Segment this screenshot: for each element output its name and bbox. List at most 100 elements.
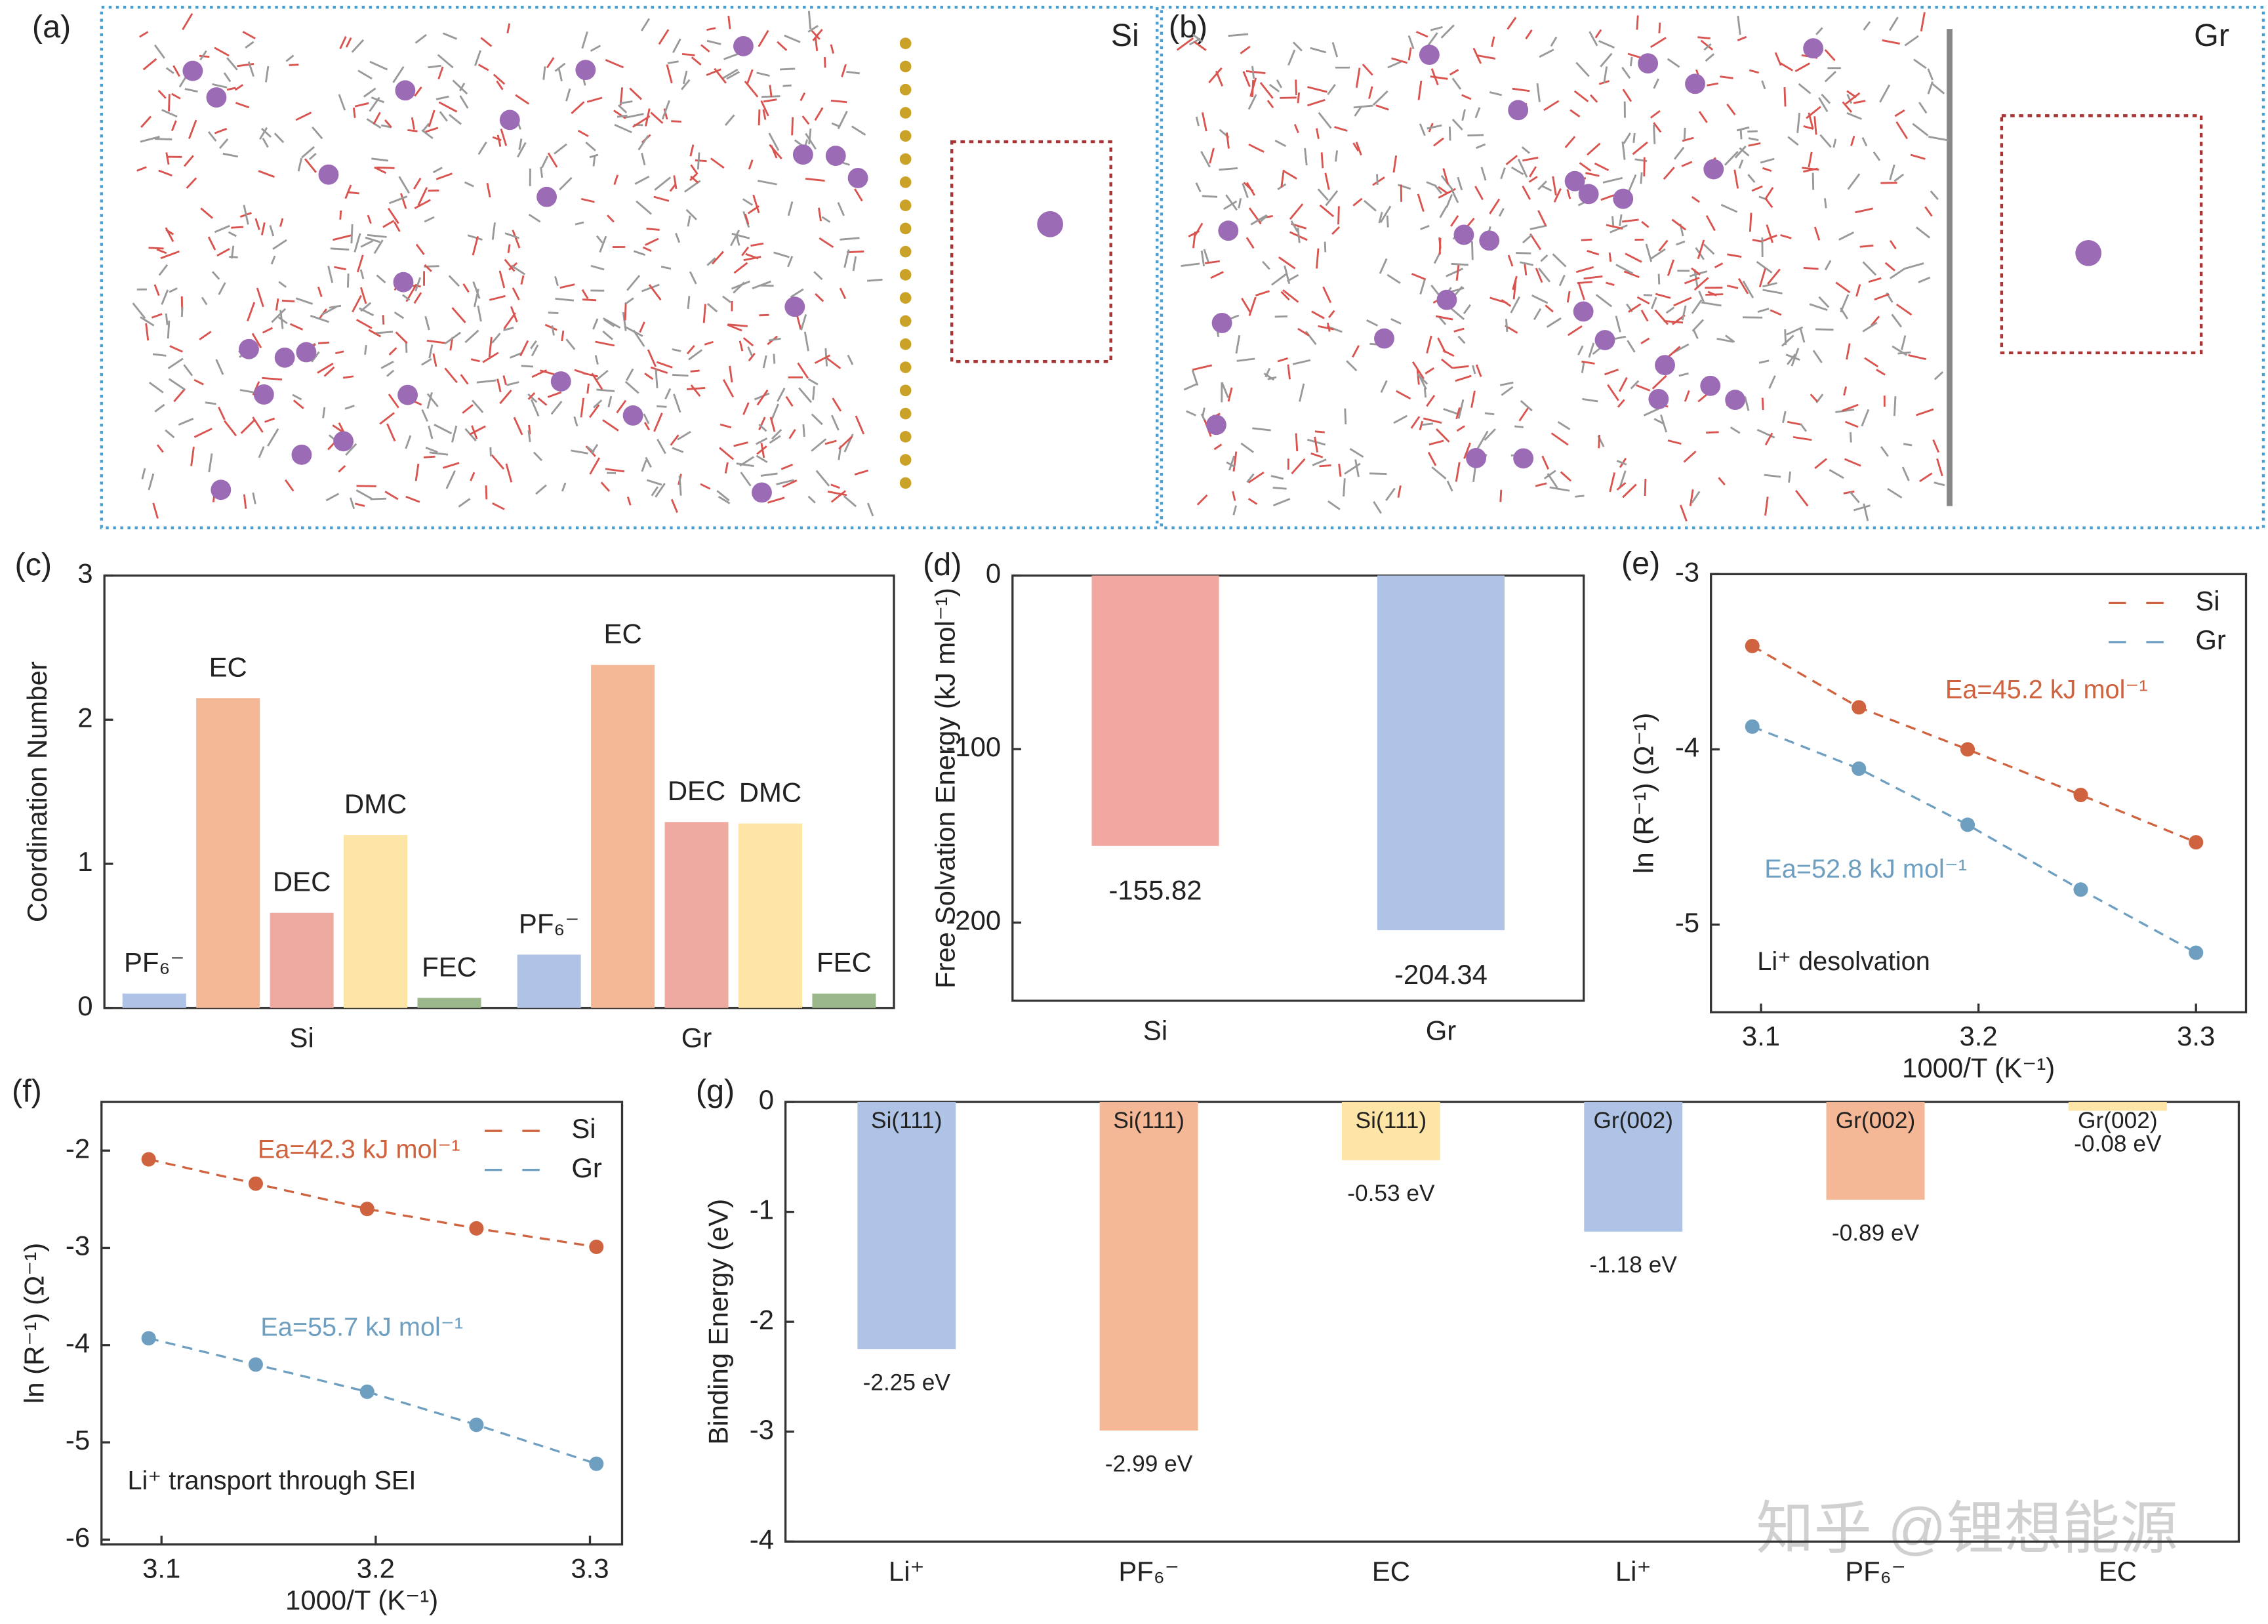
molecule-bond xyxy=(1451,77,1462,90)
molecule-bond xyxy=(596,388,615,392)
molecule-bond xyxy=(721,68,739,80)
molecule-bond xyxy=(1787,136,1799,146)
molecule-bond xyxy=(285,479,294,492)
molecule-bond xyxy=(1607,384,1619,401)
molecule-bond xyxy=(1780,234,1792,239)
molecule-bond xyxy=(411,117,416,130)
molecule-bond xyxy=(141,468,146,479)
li-ion xyxy=(1466,447,1486,468)
molecule-bond xyxy=(207,131,217,142)
si-atom xyxy=(899,245,912,258)
molecule-bond xyxy=(1682,136,1694,142)
molecule-bond xyxy=(541,155,549,169)
molecule-bond xyxy=(746,69,754,85)
molecule-bond xyxy=(1435,315,1453,321)
bar-label: DEC xyxy=(273,866,331,897)
molecule-bond xyxy=(527,392,536,400)
molecule-bond xyxy=(148,247,164,250)
molecule-bond xyxy=(278,281,287,288)
molecule-bond xyxy=(1242,183,1249,198)
molecule-bond xyxy=(727,15,731,30)
molecule-bond xyxy=(190,447,195,466)
molecule-bond xyxy=(1608,252,1612,262)
molecule-bond xyxy=(1476,54,1496,60)
data-point xyxy=(359,1202,375,1217)
molecule-bond xyxy=(281,299,295,302)
molecule-bond xyxy=(1419,123,1426,136)
molecule-bond xyxy=(472,281,481,299)
molecule-bond xyxy=(1546,317,1562,328)
molecule-bond xyxy=(1720,75,1733,79)
molecule-bond xyxy=(752,194,760,214)
li-ion xyxy=(792,144,813,165)
molecule-bond xyxy=(1749,69,1760,74)
molecule-bond xyxy=(1327,500,1341,510)
molecule-bond xyxy=(327,266,334,283)
molecule-bond xyxy=(678,476,682,496)
molecule-bond xyxy=(1616,460,1627,466)
molecule-bond xyxy=(521,365,534,368)
molecule-bond xyxy=(237,63,254,68)
molecule-bond xyxy=(1435,428,1450,443)
molecule-bond xyxy=(1208,67,1223,83)
molecule-bond xyxy=(756,455,768,463)
molecule-bond xyxy=(235,102,250,109)
molecule-bond xyxy=(769,416,776,432)
molecule-bond xyxy=(363,87,376,98)
molecule-bond xyxy=(585,141,596,152)
molecule-bond xyxy=(580,197,595,203)
molecule-bond xyxy=(1813,116,1817,135)
li-ion xyxy=(1655,355,1675,376)
panel-title: Gr xyxy=(2194,18,2229,53)
molecule-bond xyxy=(1200,251,1205,267)
molecule-bond xyxy=(1737,277,1749,294)
molecule-bond xyxy=(1651,375,1667,390)
x-axis-label: 1000/T (K⁻¹) xyxy=(285,1585,438,1615)
molecule-bond xyxy=(421,358,432,366)
molecule-bond xyxy=(388,394,399,409)
molecule-bond xyxy=(1758,359,1770,364)
molecule-bond xyxy=(384,491,399,500)
molecule-bond xyxy=(530,399,540,416)
molecule-bond xyxy=(535,484,547,495)
molecule-bond xyxy=(819,237,834,248)
molecule-bond xyxy=(1846,94,1853,104)
molecule-bond xyxy=(148,473,155,491)
molecule-bond xyxy=(1823,198,1827,209)
molecule-bond xyxy=(1364,199,1377,212)
molecule-bond xyxy=(1912,123,1929,136)
molecule-bond xyxy=(527,393,538,403)
molecule-bond xyxy=(1476,430,1489,449)
molecule-bond xyxy=(625,297,634,305)
watermark: 知乎 @锂想能源 xyxy=(1756,1495,2177,1560)
molecule-bond xyxy=(388,195,408,205)
molecule-bond xyxy=(165,152,170,165)
molecule-bond xyxy=(359,269,365,279)
molecule-bond xyxy=(1427,451,1437,466)
molecule-bond xyxy=(1455,375,1472,382)
molecule-bond xyxy=(1895,303,1913,316)
li-ion xyxy=(1573,301,1594,322)
molecule-bond xyxy=(1575,495,1585,498)
molecule-bond xyxy=(641,18,651,31)
molecule-bond xyxy=(689,271,697,285)
panel-label: (b) xyxy=(1169,9,1207,45)
molecule-bond xyxy=(672,38,681,53)
y-tick-label: -6 xyxy=(66,1522,90,1553)
molecule-bond xyxy=(657,438,666,455)
molecule-bond xyxy=(1703,243,1715,255)
molecule-bond xyxy=(265,66,270,83)
molecule-bond xyxy=(565,88,571,102)
molecule-bond xyxy=(542,66,546,80)
bar xyxy=(344,835,408,1008)
molecule-bond xyxy=(154,403,165,413)
molecule-bond xyxy=(1278,256,1296,270)
molecule-bond xyxy=(1538,268,1550,283)
molecule-bond xyxy=(373,112,381,125)
molecule-bond xyxy=(769,144,782,159)
molecule-bond xyxy=(375,331,394,335)
y-tick-label: -3 xyxy=(1675,556,1699,587)
molecule-bond xyxy=(1581,360,1595,365)
molecule-bond xyxy=(444,367,458,384)
molecule-bond xyxy=(706,68,721,76)
